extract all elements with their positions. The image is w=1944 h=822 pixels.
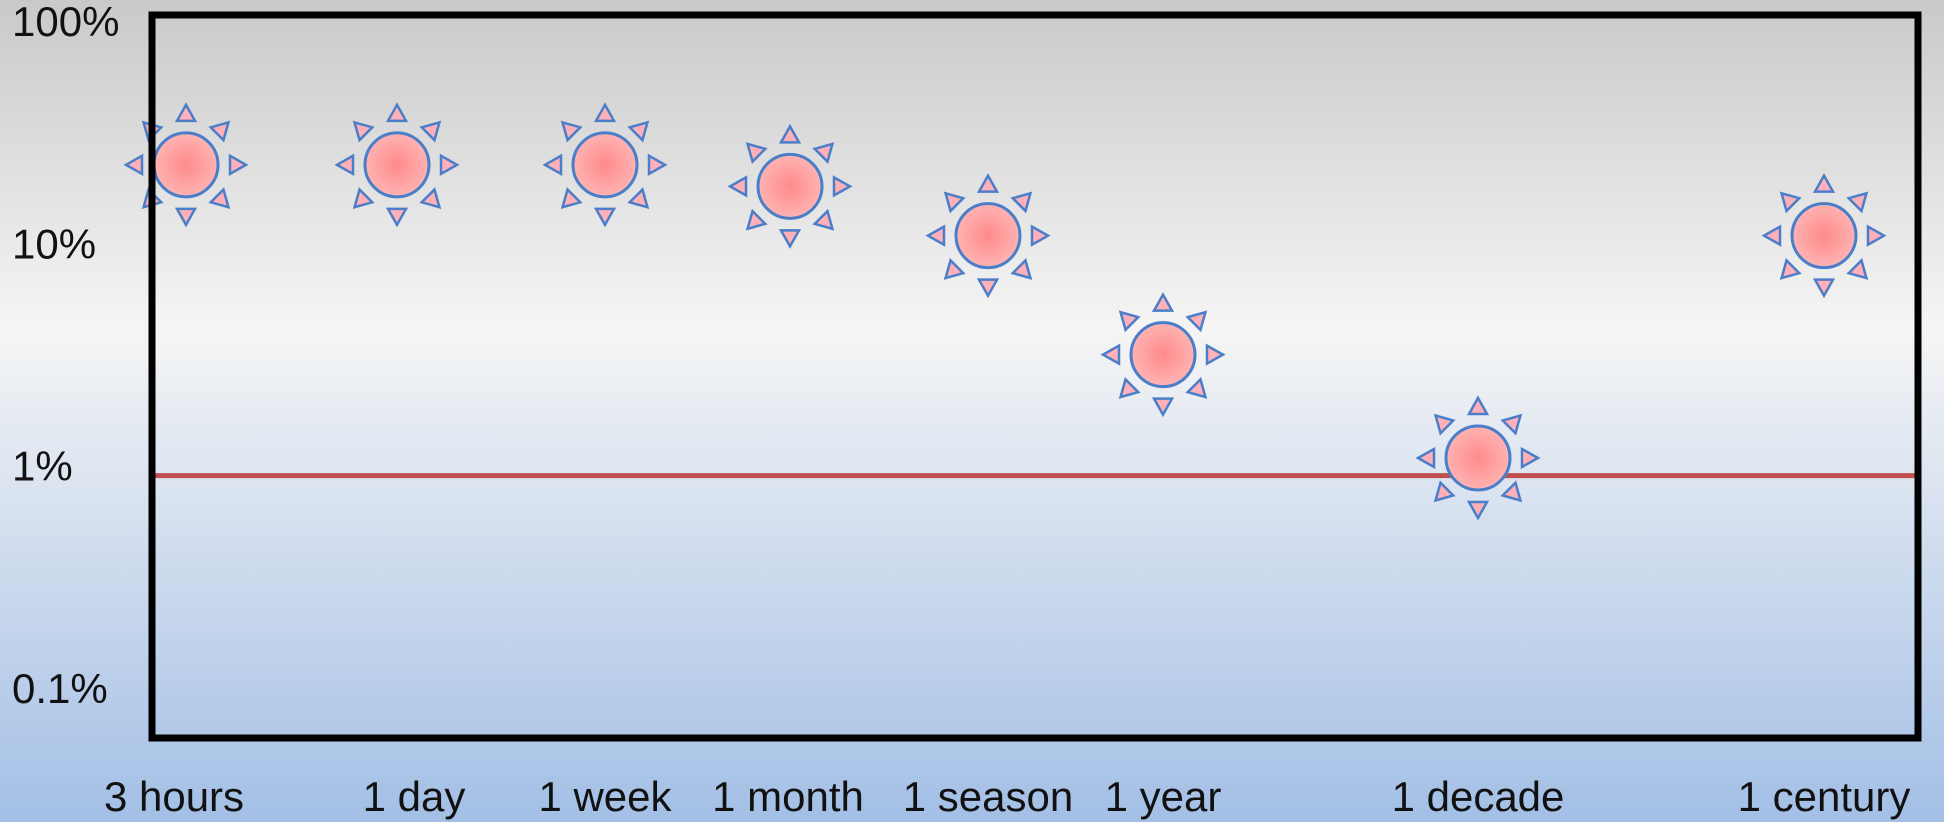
sun-ray xyxy=(1761,224,1782,247)
sun-ray xyxy=(419,120,442,143)
x-tick-label: 1 decade xyxy=(1392,773,1565,820)
sun-ray xyxy=(419,187,442,210)
sun-ray xyxy=(1205,343,1226,366)
sun-ray xyxy=(208,120,231,143)
sun-marker xyxy=(925,173,1051,299)
x-tick-label: 1 month xyxy=(712,773,864,820)
sun-marker xyxy=(542,102,668,228)
sun-ray xyxy=(778,229,802,249)
sun-ray xyxy=(1500,413,1523,436)
sun-ray xyxy=(352,187,375,210)
sun-ray xyxy=(1433,480,1456,503)
sun-ray xyxy=(1779,258,1802,280)
sun-ray xyxy=(1100,343,1121,366)
sun-ray xyxy=(778,123,802,144)
sun-marker xyxy=(1100,292,1226,418)
sun-ray xyxy=(334,153,355,176)
y-tick-label: 100% xyxy=(12,0,119,45)
sun-marker xyxy=(1761,173,1887,299)
sun-disc xyxy=(152,131,220,199)
sun-disc xyxy=(571,131,639,199)
sun-ray xyxy=(925,224,946,247)
sun-ray xyxy=(1846,191,1869,214)
sun-ray xyxy=(385,102,409,123)
sun-ray xyxy=(1030,224,1051,247)
x-tick-label: 1 season xyxy=(903,773,1073,820)
sun-ray xyxy=(1151,292,1175,312)
sun-ray xyxy=(1185,310,1208,333)
sun-ray xyxy=(1010,191,1033,214)
sun-ray xyxy=(1812,173,1836,193)
sun-ray xyxy=(976,278,1000,299)
sun-disc xyxy=(363,131,431,199)
sun-disc xyxy=(756,152,824,220)
sun-ray xyxy=(1466,500,1490,521)
sun-ray xyxy=(385,207,409,228)
sun-ray xyxy=(560,187,583,210)
sun-disc xyxy=(1790,202,1858,270)
sun-ray xyxy=(1466,395,1490,416)
sun-marker xyxy=(334,102,460,228)
sun-ray xyxy=(1779,191,1802,214)
sun-ray xyxy=(647,153,668,176)
sun-ray xyxy=(1118,376,1141,399)
sun-ray xyxy=(1010,258,1033,280)
sun-ray xyxy=(174,207,198,228)
sun-ray xyxy=(1812,278,1836,299)
sun-ray xyxy=(228,153,249,176)
sun-ray xyxy=(627,120,650,143)
sun-ray xyxy=(1433,413,1456,436)
sun-ray xyxy=(1151,397,1175,418)
x-tick-label: 1 day xyxy=(363,773,466,820)
x-tick-label: 1 century xyxy=(1738,773,1911,820)
sun-ray xyxy=(439,153,460,176)
sun-ray xyxy=(943,191,966,214)
sun-marker xyxy=(1415,395,1541,521)
sun-ray xyxy=(560,120,583,143)
sun-ray xyxy=(593,207,617,228)
sun-ray xyxy=(943,258,966,280)
sun-ray xyxy=(745,142,768,165)
sun-ray xyxy=(812,142,835,165)
sun-ray xyxy=(976,173,1000,193)
sun-marker xyxy=(727,123,853,249)
sun-ray xyxy=(1520,446,1541,470)
sun-ray xyxy=(174,102,198,123)
sun-ray xyxy=(1500,480,1523,503)
sun-ray xyxy=(812,208,835,231)
sun-ray xyxy=(593,102,617,123)
sun-ray xyxy=(1846,258,1869,280)
sun-disc xyxy=(1444,424,1512,492)
sun-ray xyxy=(1185,376,1208,399)
sun-ray xyxy=(123,153,144,176)
x-tick-label: 1 week xyxy=(538,773,672,820)
sun-ray xyxy=(627,187,650,210)
plot-frame xyxy=(148,11,1922,742)
x-tick-label: 3 hours xyxy=(104,773,244,820)
sun-ray xyxy=(208,187,231,210)
sun-ray xyxy=(1415,446,1436,470)
sun-disc xyxy=(954,202,1022,270)
y-tick-label: 1% xyxy=(12,443,73,490)
sun-ray xyxy=(1866,224,1887,247)
sun-ray xyxy=(727,175,748,198)
y-tick-label: 0.1% xyxy=(12,665,108,712)
sun-disc xyxy=(1129,321,1197,389)
sun-ray xyxy=(542,153,563,176)
sun-ray xyxy=(745,208,768,231)
sun-ray xyxy=(1118,310,1141,333)
y-tick-label: 10% xyxy=(12,220,96,267)
x-tick-label: 1 year xyxy=(1105,773,1222,820)
sun-ray xyxy=(832,175,853,198)
sun-ray xyxy=(352,120,375,143)
